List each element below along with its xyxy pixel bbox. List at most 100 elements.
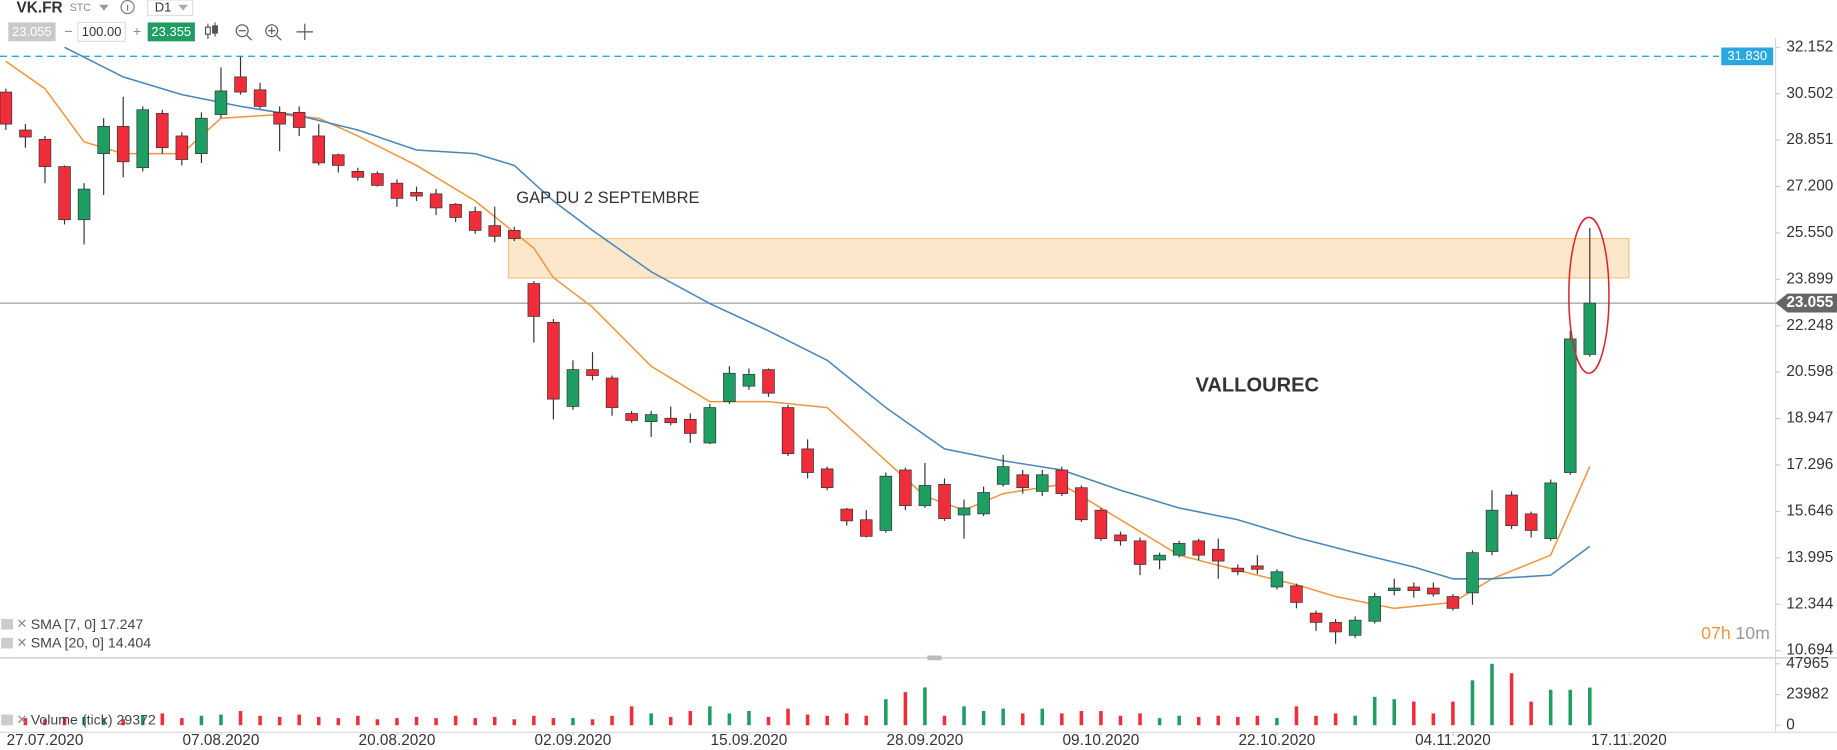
candle-body bbox=[410, 192, 423, 197]
bid-price: 23.055 bbox=[12, 24, 52, 39]
bid-box[interactable] bbox=[8, 22, 56, 42]
legend-close[interactable]: ✕ bbox=[17, 616, 28, 631]
zoom-in-icon[interactable] bbox=[265, 24, 282, 41]
candle-body bbox=[566, 369, 580, 407]
candle-body bbox=[820, 468, 834, 489]
candle-body bbox=[58, 166, 71, 221]
volume-bar bbox=[1157, 718, 1162, 726]
pan-icon[interactable] bbox=[296, 23, 314, 41]
level-label: 31.830 bbox=[1727, 48, 1767, 63]
legend-series-value: 29372 bbox=[116, 712, 155, 728]
volume-bar bbox=[805, 714, 810, 726]
plus-button[interactable]: + bbox=[133, 24, 141, 40]
volume-bar bbox=[121, 719, 125, 726]
candle-body bbox=[527, 283, 541, 317]
candle-body bbox=[38, 138, 52, 167]
candle-body bbox=[253, 89, 267, 107]
volume-bar bbox=[1020, 713, 1025, 726]
volume-bar bbox=[844, 713, 849, 726]
candle-body bbox=[1075, 487, 1088, 521]
volume-tick-label: 0 bbox=[1786, 716, 1795, 733]
candle-body bbox=[1466, 552, 1479, 594]
volume-tick-label: 23982 bbox=[1786, 686, 1829, 703]
candle-body bbox=[1309, 612, 1323, 623]
volume-bar bbox=[1392, 699, 1397, 726]
y-tick-label: 22.248 bbox=[1786, 317, 1833, 334]
x-tick-label: 04.11.2020 bbox=[1415, 732, 1491, 749]
sma7-legend: ✕ SMA [7, 0] 17.247 bbox=[1, 616, 144, 633]
volume-tick-label: 47965 bbox=[1786, 655, 1829, 672]
volume-bar bbox=[1333, 713, 1338, 726]
candle-body bbox=[996, 466, 1010, 485]
panel-resize-handle[interactable] bbox=[927, 655, 942, 661]
zoom-out-icon[interactable] bbox=[235, 24, 253, 41]
info-icon[interactable] bbox=[120, 0, 135, 15]
axis-layer: 32.152 30.502 28.851 27.200 25.550 23.899 22.2… bbox=[7, 38, 1837, 749]
candle-body bbox=[195, 117, 208, 154]
dropdown-arrow[interactable] bbox=[99, 4, 109, 11]
candle-body bbox=[1524, 513, 1538, 531]
volume-bar bbox=[1431, 713, 1436, 726]
candle-body bbox=[703, 407, 717, 444]
candle-body bbox=[156, 113, 169, 149]
highlight-ellipse bbox=[1568, 216, 1610, 374]
volume-bar bbox=[610, 715, 614, 726]
period-box[interactable] bbox=[147, 0, 194, 16]
candle-body bbox=[1094, 509, 1108, 539]
candle-body bbox=[508, 230, 521, 239]
legend-close[interactable]: ✕ bbox=[17, 712, 28, 727]
volume-bar bbox=[532, 715, 536, 726]
volume-bar bbox=[1490, 663, 1494, 726]
volume-bar bbox=[1079, 711, 1084, 726]
legend-icon[interactable] bbox=[1, 637, 13, 649]
sma-line bbox=[64, 46, 1591, 580]
volume-bar bbox=[1001, 708, 1005, 726]
volume-bar bbox=[375, 719, 380, 726]
volume-bar bbox=[180, 718, 184, 726]
candle-body bbox=[1270, 571, 1284, 588]
volume-bar bbox=[101, 718, 106, 726]
candle-body bbox=[781, 407, 795, 455]
current-price-label: 23.055 bbox=[1786, 294, 1833, 311]
volume-bar bbox=[1060, 713, 1064, 726]
legend-close[interactable]: ✕ bbox=[17, 635, 28, 650]
candle-body bbox=[762, 369, 775, 394]
volume-bar bbox=[356, 715, 360, 726]
volume-bar bbox=[551, 718, 556, 726]
volume-bar bbox=[395, 718, 399, 726]
candle-body bbox=[1133, 540, 1147, 565]
legend-icon[interactable] bbox=[1, 618, 13, 630]
dropdown-arrow[interactable] bbox=[178, 4, 188, 11]
candle-body bbox=[351, 171, 365, 178]
y-tick-label: 13.995 bbox=[1786, 549, 1833, 566]
timer-minutes: 10m bbox=[1735, 623, 1769, 643]
candle-body bbox=[918, 485, 932, 507]
candle-body bbox=[586, 369, 599, 376]
y-tick-label: 17.296 bbox=[1786, 456, 1833, 473]
volume-bar bbox=[923, 687, 927, 726]
volume-bar bbox=[864, 715, 869, 726]
candle-body bbox=[214, 90, 228, 115]
quantity-box[interactable] bbox=[77, 21, 126, 42]
x-tick-label: 02.09.2020 bbox=[535, 732, 612, 749]
legend-icon[interactable] bbox=[1, 714, 13, 726]
gap-zone bbox=[507, 237, 1630, 279]
x-tick-label: 17.11.2020 bbox=[1591, 732, 1667, 749]
volume-bar bbox=[1294, 706, 1299, 726]
candle-body bbox=[19, 129, 32, 138]
sma-line bbox=[5, 60, 1591, 610]
legend-name: SMA [7, 0] 17.247 bbox=[31, 617, 144, 633]
candle-type-icon[interactable] bbox=[204, 22, 218, 39]
y-tick-label: 28.851 bbox=[1786, 131, 1833, 148]
candle-body bbox=[1563, 338, 1577, 473]
minus-button[interactable]: − bbox=[64, 24, 72, 40]
level-label-box bbox=[1721, 47, 1774, 66]
volume-bar bbox=[1548, 689, 1553, 726]
volume-bar bbox=[1372, 696, 1377, 726]
volume-bar bbox=[825, 715, 829, 726]
candle-body bbox=[136, 109, 150, 169]
volume-bar bbox=[1177, 715, 1181, 726]
ask-box[interactable] bbox=[147, 22, 195, 42]
volume-bar bbox=[238, 711, 243, 726]
